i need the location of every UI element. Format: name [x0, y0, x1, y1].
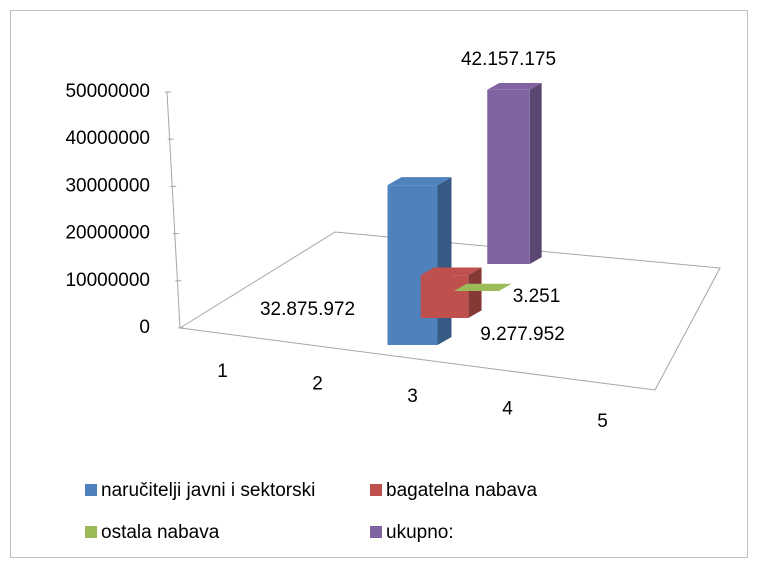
bar: [487, 90, 530, 264]
y-tick-label: 10000000: [65, 270, 150, 291]
legend-label: ostala nabava: [101, 522, 220, 543]
y-tick-label: 30000000: [65, 175, 150, 196]
bar-side: [438, 177, 452, 345]
x-tick-label: 5: [597, 411, 608, 432]
data-label: 32.875.972: [260, 299, 355, 320]
x-tick-label: 2: [312, 374, 323, 395]
legend-label: naručitelji javni i sektorski: [101, 480, 315, 501]
x-tick-label: 3: [407, 386, 418, 407]
legend-label: ukupno:: [386, 522, 454, 543]
legend-label: bagatelna nabava: [386, 480, 538, 501]
data-label: 42.157.175: [461, 49, 556, 70]
bar-side: [530, 83, 542, 264]
data-label: 9.277.952: [480, 324, 565, 345]
x-tick-label: 1: [217, 361, 228, 382]
legend-swatch: [370, 526, 382, 538]
y-tick-label: 50000000: [65, 81, 150, 102]
x-tick-label: 4: [502, 398, 513, 419]
bar: [388, 185, 438, 345]
legend-swatch: [85, 526, 97, 538]
y-tick-label: 20000000: [65, 223, 150, 244]
data-label: 3.251: [513, 286, 561, 307]
bar: [421, 275, 469, 318]
y-tick-label: 40000000: [65, 128, 150, 149]
y-tick-label: 0: [139, 317, 150, 338]
legend-swatch: [370, 484, 382, 496]
bar-side: [468, 268, 481, 318]
legend-swatch: [85, 484, 97, 496]
